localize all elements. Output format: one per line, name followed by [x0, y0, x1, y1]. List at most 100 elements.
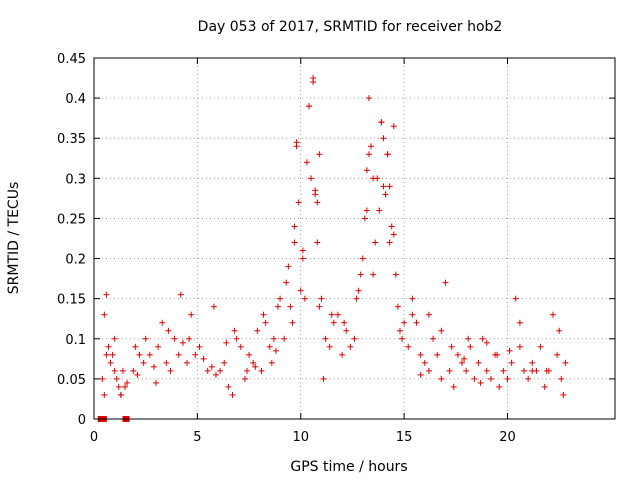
data-point: [343, 327, 350, 334]
data-point: [231, 327, 238, 334]
data-point: [171, 335, 178, 342]
x-tick-label: 15: [396, 430, 413, 445]
data-point: [556, 327, 563, 334]
data-point: [306, 103, 313, 110]
data-point: [111, 367, 118, 374]
ticks: 0 5 10 15 20 0 0.05 0.1 0.15 0.2 0.25 0.3 0.35 0.4 0.4…: [57, 52, 615, 445]
grid: [94, 58, 615, 419]
data-point: [357, 271, 364, 278]
data-point: [250, 359, 257, 366]
data-point: [177, 291, 184, 298]
y-tick-label: 0.2: [65, 253, 86, 268]
data-point: [334, 311, 341, 318]
data-point: [200, 355, 207, 362]
data-point: [293, 139, 300, 146]
data-point: [281, 335, 288, 342]
data-point: [208, 363, 215, 370]
data-point: [421, 359, 428, 366]
data-point: [153, 379, 160, 386]
data-point: [363, 207, 370, 214]
data-point: [163, 359, 170, 366]
data-point: [217, 367, 224, 374]
data-point: [328, 311, 335, 318]
data-point: [425, 367, 432, 374]
data-point: [124, 379, 131, 386]
data-point: [438, 327, 445, 334]
data-point: [299, 255, 306, 262]
data-point: [312, 187, 319, 194]
data-point: [318, 295, 325, 302]
data-point: [130, 367, 137, 374]
data-point: [210, 303, 217, 310]
data-point: [101, 311, 108, 318]
data-point: [186, 335, 193, 342]
data-point: [246, 351, 253, 358]
y-tick-label: 0.15: [57, 293, 86, 308]
data-point: [376, 207, 383, 214]
y-tick-label: 0.3: [65, 172, 86, 187]
data-point: [384, 151, 391, 158]
data-point: [378, 119, 385, 126]
data-point: [103, 291, 110, 298]
data-point: [361, 215, 368, 222]
data-point: [320, 375, 327, 382]
data-point: [446, 367, 453, 374]
data-point: [184, 359, 191, 366]
data-point: [188, 311, 195, 318]
data-point: [363, 167, 370, 174]
x-tick-label: 20: [499, 430, 516, 445]
data-point: [196, 343, 203, 350]
chart-title: Day 053 of 2017, SRMTID for receiver hob…: [198, 19, 503, 35]
data-point: [401, 319, 408, 326]
data-point: [316, 303, 323, 310]
data-point: [136, 351, 143, 358]
data-point: [521, 367, 528, 374]
data-point: [347, 343, 354, 350]
data-point: [370, 175, 377, 182]
data-point: [225, 383, 232, 390]
data-point: [134, 371, 141, 378]
data-point: [454, 351, 461, 358]
data-point: [295, 199, 302, 206]
y-tick-label: 0.35: [57, 132, 86, 147]
y-tick-label: 0.4: [65, 92, 86, 107]
y-tick-label: 0.1: [65, 333, 86, 348]
data-point: [465, 335, 472, 342]
data-point: [409, 311, 416, 318]
data-point: [508, 359, 515, 366]
data-point: [212, 371, 219, 378]
data-point: [150, 363, 157, 370]
data-point: [434, 351, 441, 358]
data-point: [459, 359, 466, 366]
data-point: [413, 319, 420, 326]
data-point: [396, 327, 403, 334]
data-point: [117, 391, 124, 398]
data-point: [277, 295, 284, 302]
data-point: [179, 339, 186, 346]
data-point: [283, 279, 290, 286]
x-tick-label: 5: [193, 430, 201, 445]
data-point: [504, 375, 511, 382]
data-point: [438, 375, 445, 382]
data-point: [525, 375, 532, 382]
data-point: [297, 287, 304, 294]
data-point: [409, 295, 416, 302]
data-point: [477, 379, 484, 386]
data-point: [155, 343, 162, 350]
data-point: [365, 151, 372, 158]
data-point: [353, 295, 360, 302]
data-point: [541, 383, 548, 390]
data-point: [243, 367, 250, 374]
data-point: [494, 351, 501, 358]
data-point: [310, 79, 317, 86]
data-point: [165, 327, 172, 334]
x-tick-label: 0: [90, 430, 98, 445]
data-point: [543, 367, 550, 374]
data-point: [355, 287, 362, 294]
data-point: [241, 375, 248, 382]
data-point: [448, 343, 455, 350]
data-point: [122, 383, 129, 390]
data-point: [289, 319, 296, 326]
data-point: [314, 199, 321, 206]
